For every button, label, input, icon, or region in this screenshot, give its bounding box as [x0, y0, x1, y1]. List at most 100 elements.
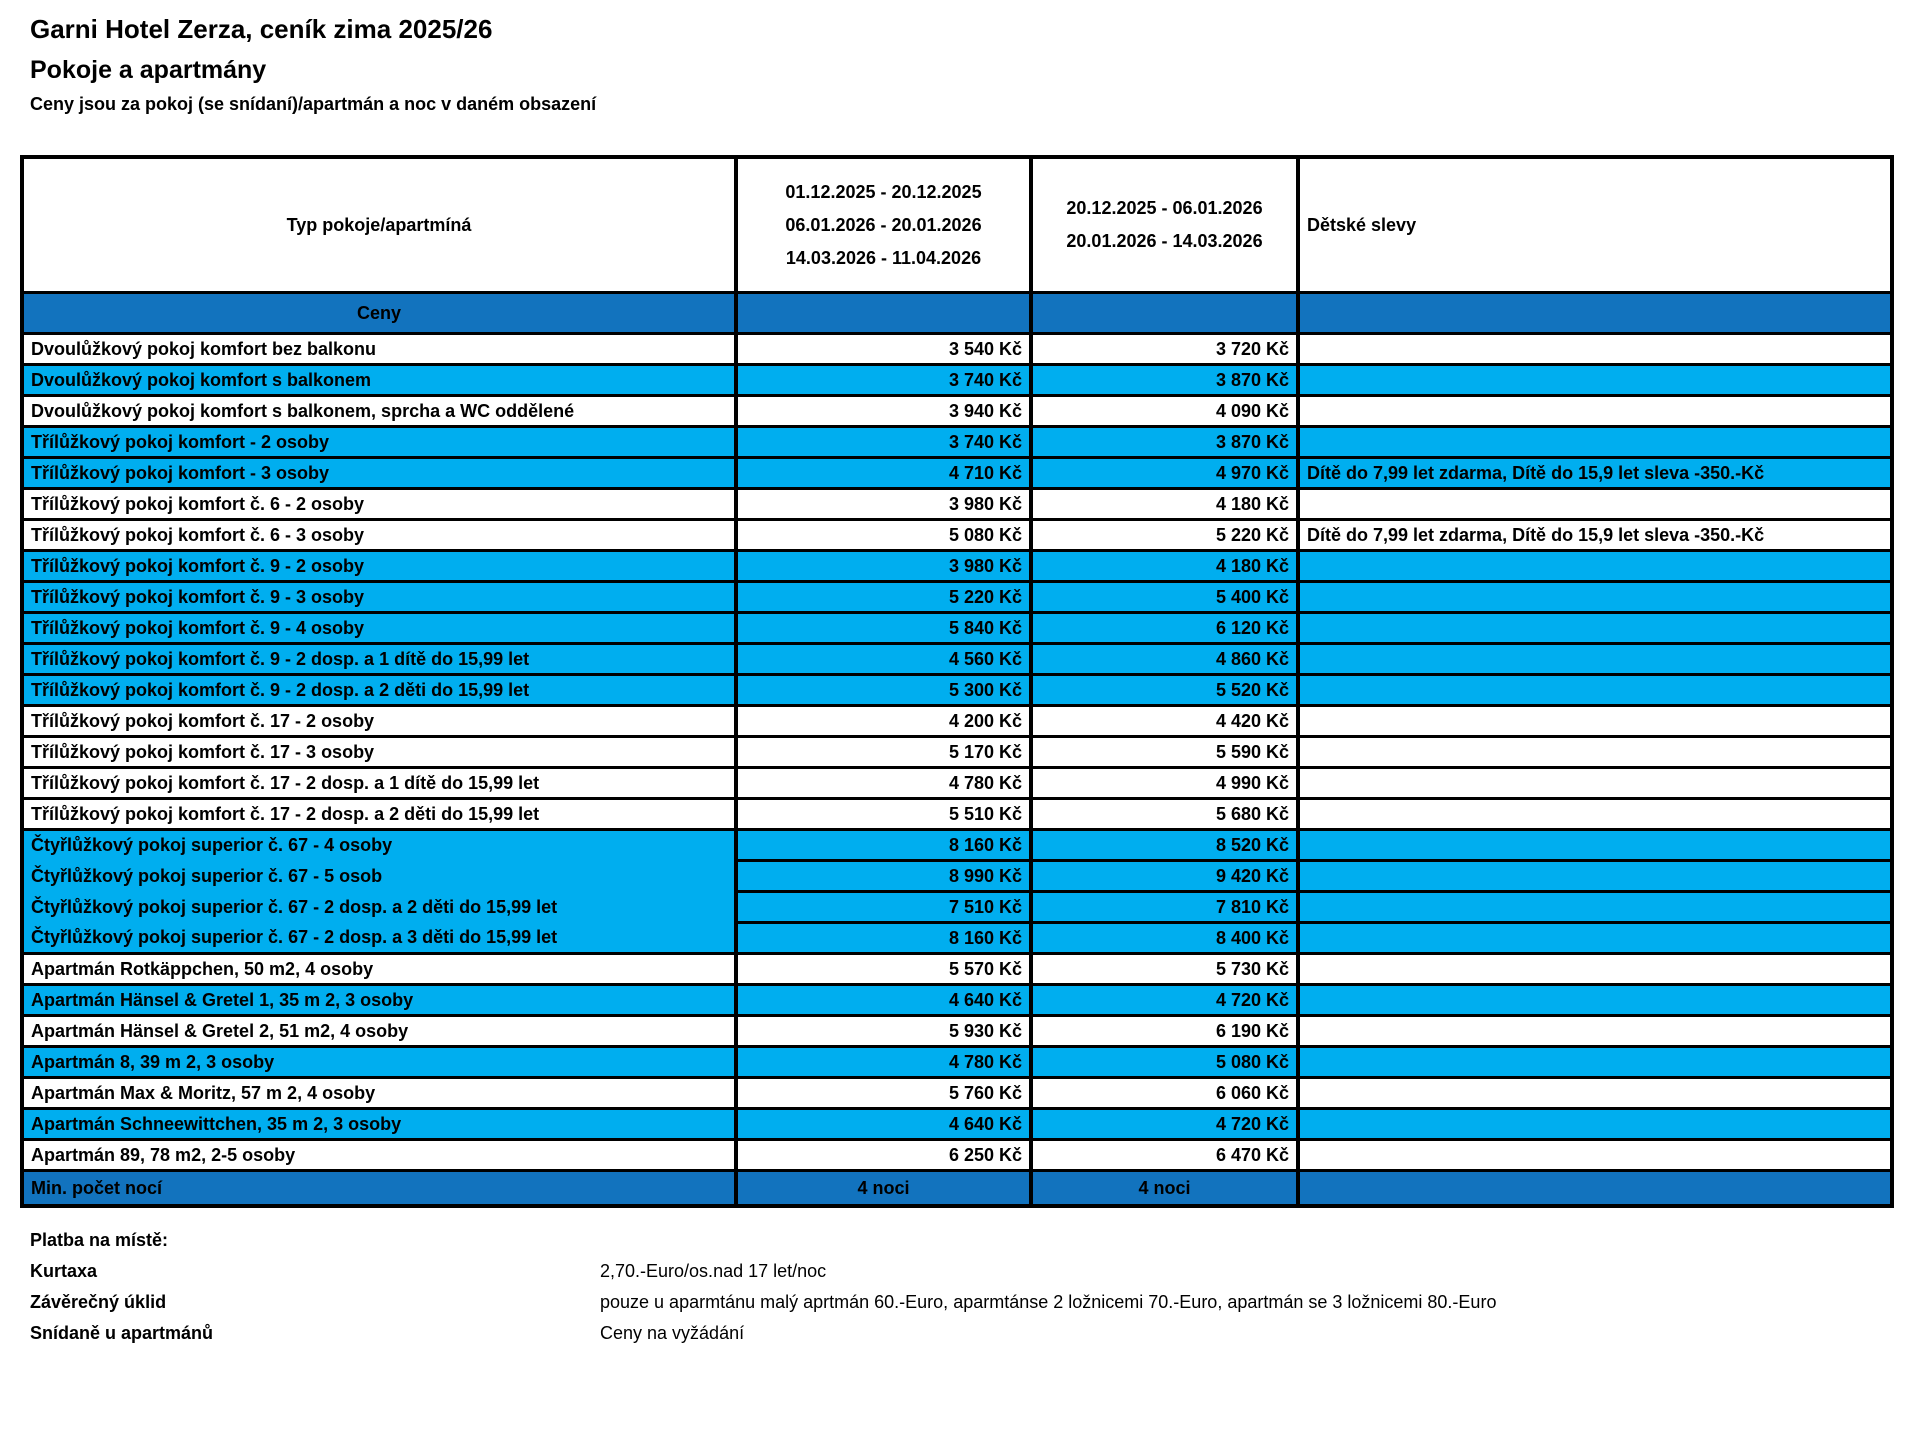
payment-section: Platba na místě: Kurtaxa 2,70.-Euro/os.na… — [30, 1230, 1496, 1354]
min-nights-season-a-cell: 4 noci — [734, 1169, 1031, 1206]
child-discount-cell — [1296, 611, 1892, 644]
page-note: Ceny jsou za pokoj (se snídaní)/apartmán… — [30, 94, 597, 114]
price-season-b-cell: 5 080 Kč — [1029, 1045, 1298, 1078]
child-discount-cell — [1296, 332, 1892, 365]
child-discount-cell — [1296, 487, 1892, 520]
price-season-a-cell: 4 640 Kč — [734, 983, 1031, 1016]
table-row: Dvoulůžkový pokoj komfort s balkonem, sp… — [22, 394, 1892, 427]
child-discount-cell — [1296, 673, 1892, 706]
room-name-cell: Třílůžkový pokoj komfort č. 9 - 2 dosp. … — [22, 642, 736, 675]
price-season-b-cell: 3 870 Kč — [1029, 363, 1298, 396]
header-room-type: Typ pokoje/apartmíná — [22, 157, 736, 293]
room-name-cell: Dvoulůžkový pokoj komfort s balkonem — [22, 363, 736, 396]
room-name-cell: Apartmán Hänsel & Gretel 1, 35 m 2, 3 os… — [22, 983, 736, 1016]
room-name-cell: Dvoulůžkový pokoj komfort s balkonem, sp… — [22, 394, 736, 427]
room-name-cell: Třílůžkový pokoj komfort - 2 osoby — [22, 425, 736, 458]
room-name-cell: Apartmán Hänsel & Gretel 2, 51 m2, 4 oso… — [22, 1014, 736, 1047]
room-name-cell: Apartmán Rotkäppchen, 50 m2, 4 osoby — [22, 952, 736, 985]
min-nights-season-b-cell: 4 noci — [1029, 1169, 1298, 1206]
room-name-cell: Třílůžkový pokoj komfort č. 9 - 4 osoby — [22, 611, 736, 644]
price-season-b-cell: 4 420 Kč — [1029, 704, 1298, 737]
price-season-a-cell: 5 170 Kč — [734, 735, 1031, 768]
price-season-b-cell: 5 520 Kč — [1029, 673, 1298, 706]
price-season-a-cell: 4 560 Kč — [734, 642, 1031, 675]
price-season-b-cell: 5 400 Kč — [1029, 580, 1298, 613]
table-row: Třílůžkový pokoj komfort č. 17 - 2 dosp.… — [22, 797, 1892, 830]
price-season-a-cell: 3 740 Kč — [734, 363, 1031, 396]
table-row: Čtyřlůžkový pokoj superior č. 67 - 2 dos… — [22, 921, 1892, 954]
price-season-a-cell: 8 160 Kč — [734, 828, 1031, 861]
table-row: Apartmán Hänsel & Gretel 1, 35 m 2, 3 os… — [22, 983, 1892, 1016]
price-season-a-cell: 5 080 Kč — [734, 518, 1031, 551]
table-row: Třílůžkový pokoj komfort č. 9 - 2 dosp. … — [22, 673, 1892, 706]
room-name-cell: Čtyřlůžkový pokoj superior č. 67 - 4 oso… — [22, 828, 736, 861]
child-discount-cell — [1296, 890, 1892, 923]
room-name-cell: Třílůžkový pokoj komfort č. 6 - 3 osoby — [22, 518, 736, 551]
child-discount-cell: Dítě do 7,99 let zdarma, Dítě do 15,9 le… — [1296, 456, 1892, 489]
child-discount-cell — [1296, 859, 1892, 892]
payment-item-value: Ceny na vyžádání — [600, 1323, 745, 1343]
price-season-b-cell: 3 870 Kč — [1029, 425, 1298, 458]
room-name-cell: Třílůžkový pokoj komfort č. 17 - 3 osoby — [22, 735, 736, 768]
table-row: Apartmán Hänsel & Gretel 2, 51 m2, 4 oso… — [22, 1014, 1892, 1047]
table-row: Apartmán 8, 39 m 2, 3 osoby 4 780 Kč 5 080… — [22, 1045, 1892, 1078]
room-name-cell: Třílůžkový pokoj komfort č. 17 - 2 osoby — [22, 704, 736, 737]
room-name-cell: Čtyřlůžkový pokoj superior č. 67 - 2 dos… — [22, 922, 736, 954]
price-season-b-cell: 4 720 Kč — [1029, 983, 1298, 1016]
price-season-a-cell: 4 780 Kč — [734, 766, 1031, 799]
child-discount-cell — [1296, 642, 1892, 675]
table-row: Dvoulůžkový pokoj komfort bez balkonu 3 5… — [22, 332, 1892, 365]
table-row: Třílůžkový pokoj komfort č. 17 - 2 dosp.… — [22, 766, 1892, 799]
empty-cell — [734, 291, 1031, 334]
child-discount-cell — [1296, 952, 1892, 985]
price-season-b-cell: 4 720 Kč — [1029, 1107, 1298, 1140]
room-name-cell: Čtyřlůžkový pokoj superior č. 67 - 2 dos… — [22, 891, 736, 923]
price-season-b-cell: 4 180 Kč — [1029, 549, 1298, 582]
price-season-a-cell: 6 250 Kč — [734, 1138, 1031, 1171]
table-row: Třílůžkový pokoj komfort č. 9 - 2 osoby 3… — [22, 549, 1892, 582]
room-name-cell: Čtyřlůžkový pokoj superior č. 67 - 5 oso… — [22, 860, 736, 892]
season-date-range: 06.01.2026 - 20.01.2026 — [785, 214, 982, 235]
table-row: Apartmán Rotkäppchen, 50 m2, 4 osoby 5 57… — [22, 952, 1892, 985]
table-row: Třílůžkový pokoj komfort č. 6 - 2 osoby 3… — [22, 487, 1892, 520]
season-date-range: 14.03.2026 - 11.04.2026 — [785, 247, 982, 268]
price-season-b-cell: 5 220 Kč — [1029, 518, 1298, 551]
room-name-cell: Třílůžkový pokoj komfort č. 9 - 2 dosp. … — [22, 673, 736, 706]
child-discount-cell — [1296, 983, 1892, 1016]
room-name-cell: Třílůžkový pokoj komfort č. 9 - 2 osoby — [22, 549, 736, 582]
header-child-discounts: Dětské slevy — [1296, 157, 1892, 293]
price-season-a-cell: 3 540 Kč — [734, 332, 1031, 365]
price-season-a-cell: 5 570 Kč — [734, 952, 1031, 985]
section-label: Ceny — [22, 291, 736, 334]
child-discount-cell — [1296, 828, 1892, 861]
price-season-b-cell: 4 180 Kč — [1029, 487, 1298, 520]
price-season-b-cell: 4 090 Kč — [1029, 394, 1298, 427]
room-name-cell: Třílůžkový pokoj komfort č. 9 - 3 osoby — [22, 580, 736, 613]
section-row-ceny: Ceny — [22, 291, 1892, 334]
price-table-body: Typ pokoje/apartmíná 01.12.2025 - 20.12.… — [22, 157, 1892, 1206]
room-name-cell: Dvoulůžkový pokoj komfort bez balkonu — [22, 332, 736, 365]
price-season-b-cell: 4 990 Kč — [1029, 766, 1298, 799]
document-header: Garni Hotel Zerza, ceník zima 2025/26 Po… — [30, 14, 596, 115]
child-discount-cell — [1296, 580, 1892, 613]
price-season-b-cell: 7 810 Kč — [1029, 890, 1298, 923]
price-season-a-cell: 5 760 Kč — [734, 1076, 1031, 1109]
room-name-cell: Apartmán 89, 78 m2, 2-5 osoby — [22, 1138, 736, 1171]
child-discount-cell — [1296, 1014, 1892, 1047]
empty-cell — [1029, 291, 1298, 334]
payment-heading: Platba na místě: — [30, 1230, 169, 1250]
empty-cell — [1296, 291, 1892, 334]
table-row: Čtyřlůžkový pokoj superior č. 67 - 5 oso… — [22, 859, 1892, 892]
payment-item-label: Kurtaxa — [30, 1261, 98, 1281]
table-row: Třílůžkový pokoj komfort č. 17 - 3 osoby… — [22, 735, 1892, 768]
child-discount-cell: Dítě do 7,99 let zdarma, Dítě do 15,9 le… — [1296, 518, 1892, 551]
child-discount-cell — [1296, 1107, 1892, 1140]
price-season-b-cell: 8 400 Kč — [1029, 921, 1298, 954]
price-table: Typ pokoje/apartmíná 01.12.2025 - 20.12.… — [20, 155, 1894, 1208]
child-discount-cell — [1296, 549, 1892, 582]
header-season-a: 01.12.2025 - 20.12.2025 06.01.2026 - 20.0… — [734, 157, 1031, 293]
price-season-a-cell: 4 710 Kč — [734, 456, 1031, 489]
child-discount-cell — [1296, 1076, 1892, 1109]
price-season-b-cell: 4 970 Kč — [1029, 456, 1298, 489]
payment-item-label: Snídaně u apartmánů — [30, 1323, 214, 1343]
